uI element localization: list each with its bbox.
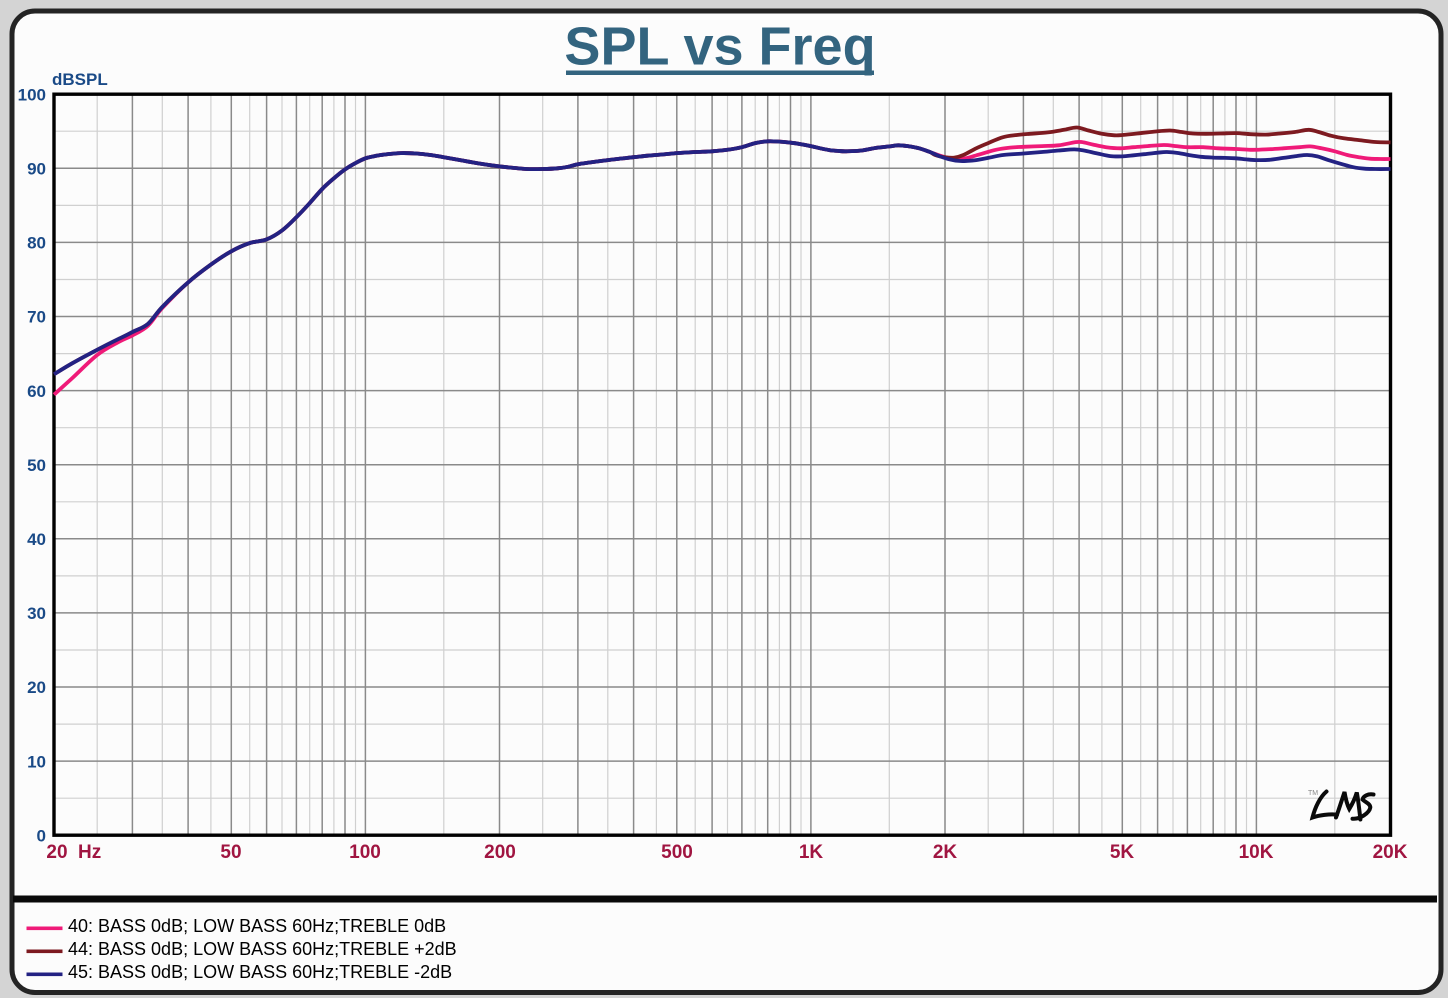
svg-text:dBSPL: dBSPL <box>52 70 108 89</box>
svg-text:50: 50 <box>27 456 46 475</box>
svg-text:TM: TM <box>1308 790 1318 797</box>
svg-text:Hz: Hz <box>78 842 101 863</box>
svg-text:44: BASS 0dB; LOW BASS 60Hz;TR: 44: BASS 0dB; LOW BASS 60Hz;TREBLE +2dB <box>68 939 457 959</box>
svg-text:50: 50 <box>220 842 241 863</box>
svg-text:1K: 1K <box>799 842 824 863</box>
svg-text:5K: 5K <box>1110 842 1135 863</box>
svg-text:20: 20 <box>46 842 67 863</box>
svg-text:10K: 10K <box>1239 842 1274 863</box>
svg-text:90: 90 <box>27 160 46 179</box>
svg-text:SPL vs Freq: SPL vs Freq <box>564 17 875 77</box>
svg-text:20: 20 <box>27 678 46 697</box>
svg-text:200: 200 <box>484 842 516 863</box>
svg-text:40: 40 <box>27 530 46 549</box>
svg-text:500: 500 <box>661 842 693 863</box>
svg-text:40: BASS 0dB; LOW BASS 60Hz;TR: 40: BASS 0dB; LOW BASS 60Hz;TREBLE 0dB <box>68 916 446 936</box>
svg-text:10: 10 <box>27 752 46 771</box>
svg-text:80: 80 <box>27 234 46 253</box>
svg-text:70: 70 <box>27 308 46 327</box>
svg-text:0: 0 <box>37 826 46 845</box>
svg-text:100: 100 <box>349 842 381 863</box>
svg-text:100: 100 <box>18 85 46 104</box>
svg-text:20K: 20K <box>1373 842 1408 863</box>
svg-text:60: 60 <box>27 382 46 401</box>
svg-text:30: 30 <box>27 604 46 623</box>
svg-text:45: BASS 0dB; LOW BASS 60Hz;TR: 45: BASS 0dB; LOW BASS 60Hz;TREBLE -2dB <box>68 962 452 982</box>
svg-text:2K: 2K <box>933 842 958 863</box>
